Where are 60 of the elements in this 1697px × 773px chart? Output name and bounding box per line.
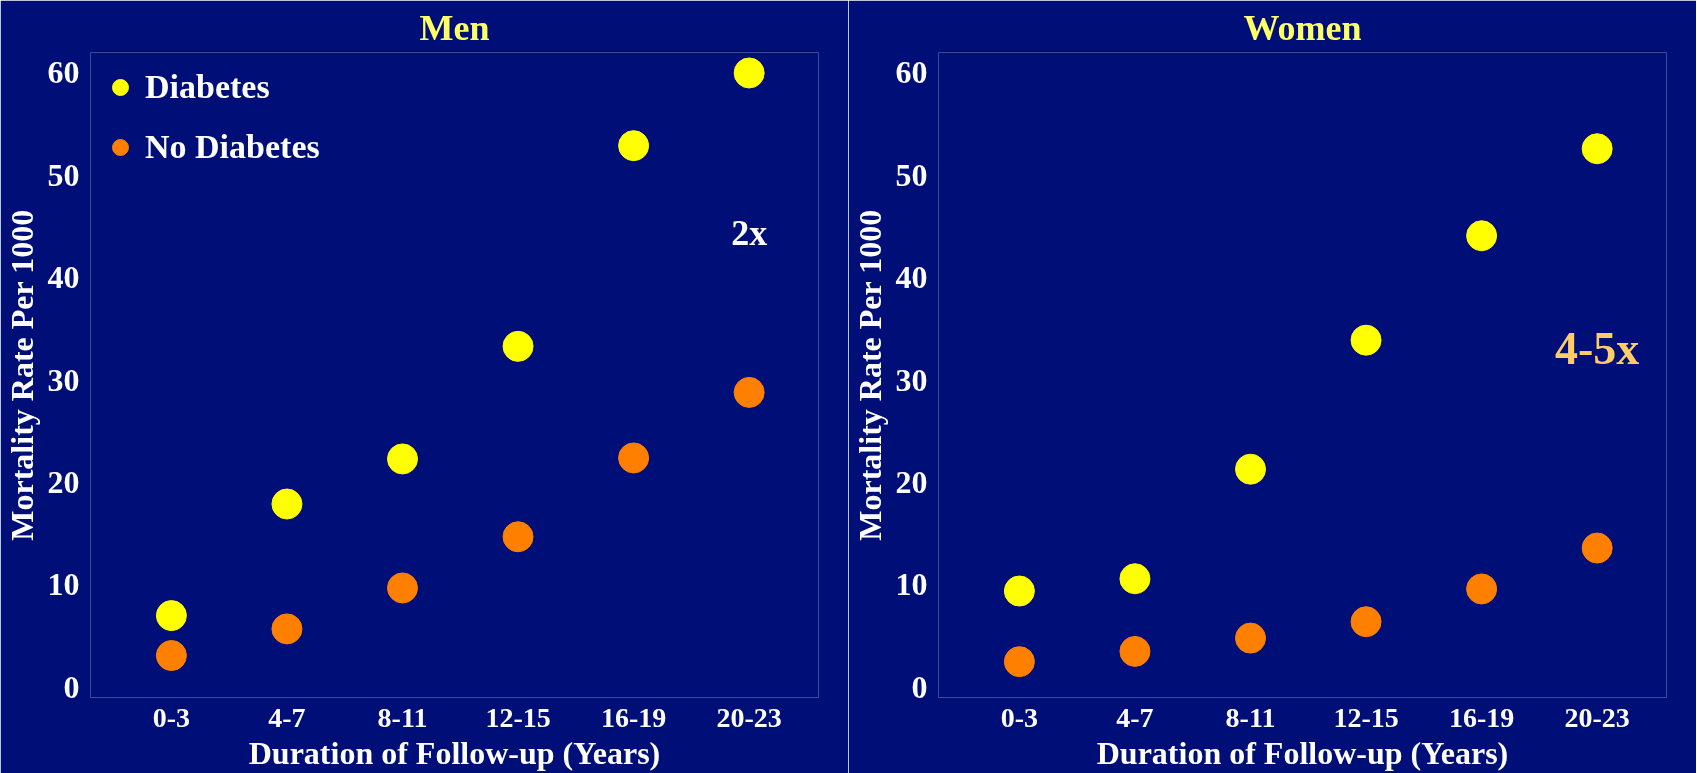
point <box>271 488 303 520</box>
point <box>155 640 187 671</box>
point <box>733 376 765 408</box>
x-tick-label: 16-19 <box>1448 701 1515 733</box>
point <box>271 613 303 645</box>
y-tick-label: 0 <box>911 668 928 705</box>
x-tick-label: 20-23 <box>716 701 782 733</box>
point <box>1466 573 1498 605</box>
y-tick-label: 10 <box>47 566 80 603</box>
point <box>1581 532 1613 564</box>
point <box>387 572 418 604</box>
y-tick-label: 40 <box>895 259 928 296</box>
point <box>1466 220 1498 252</box>
point <box>1235 622 1266 654</box>
annotation: 2x <box>731 212 768 253</box>
x-axis-title: Duration of Follow-up (Years) <box>248 734 661 771</box>
chart-title: Men <box>419 7 490 48</box>
y-tick-label: 0 <box>63 668 80 705</box>
point <box>733 57 765 89</box>
x-tick-label: 4-7 <box>1116 701 1154 733</box>
x-tick-label: 12-15 <box>1333 701 1399 733</box>
y-tick-label: 30 <box>895 361 928 398</box>
point <box>502 330 534 362</box>
y-axis-title: Mortality Rate Per 1000 <box>3 209 40 541</box>
x-tick-label: 12-15 <box>485 701 551 733</box>
y-tick-label: 40 <box>47 259 80 296</box>
y-tick-label: 50 <box>47 156 80 193</box>
point <box>1235 453 1266 485</box>
point <box>155 600 187 632</box>
point <box>502 521 534 553</box>
chart-title: Women <box>1243 7 1362 48</box>
x-tick-label: 16-19 <box>600 701 667 733</box>
point <box>1581 133 1613 165</box>
annotation: 4-5x <box>1555 322 1640 374</box>
y-tick-label: 30 <box>47 361 80 398</box>
legend-label: Diabetes <box>145 67 270 107</box>
x-tick-label: 20-23 <box>1564 701 1630 733</box>
x-tick-label: 8-11 <box>1225 701 1276 733</box>
x-tick-label: 0-3 <box>152 701 191 733</box>
x-tick-label: 0-3 <box>1000 701 1039 733</box>
point <box>1003 646 1035 678</box>
point <box>618 442 650 474</box>
point <box>1350 324 1382 356</box>
x-tick-label: 8-11 <box>377 701 428 733</box>
y-axis-title: Mortality Rate Per 1000 <box>851 209 888 541</box>
point <box>1350 606 1382 638</box>
y-tick-label: 60 <box>47 54 80 91</box>
y-tick-label: 10 <box>895 566 928 603</box>
point <box>387 443 418 475</box>
y-tick-label: 60 <box>895 54 928 91</box>
point <box>1119 635 1151 667</box>
x-tick-label: 4-7 <box>268 701 306 733</box>
y-tick-label: 50 <box>895 156 928 193</box>
y-tick-label: 20 <box>47 464 80 500</box>
legend-label: No Diabetes <box>145 127 320 167</box>
point <box>1003 575 1035 607</box>
x-axis-title: Duration of Follow-up (Years) <box>1096 734 1509 771</box>
point <box>1119 563 1151 595</box>
point <box>618 130 650 162</box>
y-tick-label: 20 <box>895 464 928 500</box>
